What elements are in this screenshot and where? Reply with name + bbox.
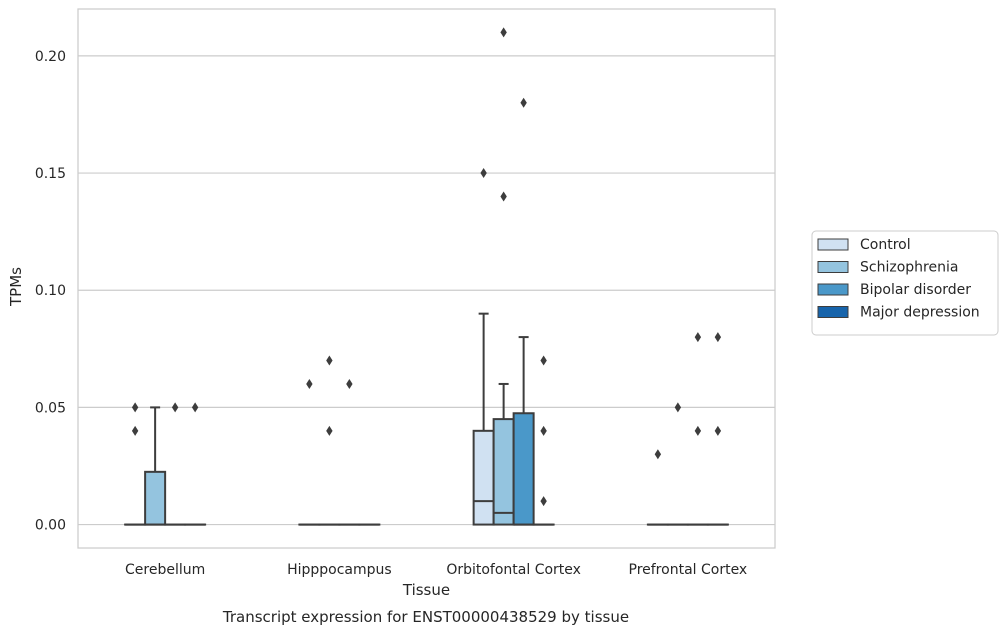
outlier-point: [654, 449, 662, 460]
chart-caption: Transcript expression for ENST0000043852…: [222, 608, 629, 626]
legend-swatch: [817, 283, 849, 296]
box-body: [472, 429, 495, 526]
y-axis-label: TPMs: [7, 267, 25, 307]
legend-label: Schizophrenia: [860, 260, 958, 276]
x-axis-label: Tissue: [402, 581, 450, 599]
outlier-point: [346, 378, 353, 389]
y-tick-label: 0.15: [35, 166, 66, 182]
legend-swatch: [817, 306, 849, 318]
legend-frame: [811, 230, 999, 336]
outlier-point: [191, 402, 199, 413]
legend-swatch: [817, 261, 849, 273]
y-tick-label: 0.20: [35, 49, 66, 65]
outlier-point: [714, 332, 722, 343]
outlier-point: [500, 27, 507, 38]
x-tick-labels: Cerebellum Hipppocampus Orbitofontal Corte…: [125, 562, 747, 578]
outlier-point: [540, 425, 547, 436]
x-tick-label: Cerebellum: [125, 562, 205, 578]
plot-frame: [77, 8, 776, 549]
y-tick-label: 0.00: [35, 518, 66, 534]
box-0-3: [184, 402, 207, 526]
legend-label: Bipolar disorder: [860, 282, 971, 298]
box-3-1: [666, 402, 689, 526]
legend: Control Schizophrenia Bipolar disorder Majo…: [811, 230, 999, 336]
outlier-point: [540, 355, 547, 366]
x-tick-label: Hipppocampus: [287, 562, 392, 578]
box-2-2: [512, 97, 535, 526]
outlier-point: [131, 402, 139, 413]
outlier-point: [694, 425, 702, 436]
outlier-point: [714, 425, 722, 436]
box-body: [144, 470, 167, 526]
box-1-1: [318, 355, 341, 526]
x-tick-label: Prefrontal Cortex: [629, 562, 748, 578]
plot-area: [78, 9, 775, 548]
legend-label: Major depression: [860, 305, 980, 321]
x-tick-label: Orbitofontal Cortex: [446, 562, 581, 578]
box-3-3: [706, 332, 729, 526]
outlier-point: [306, 378, 313, 389]
y-tick-label: 0.05: [35, 400, 66, 416]
box-1-0: [298, 378, 321, 526]
outlier-point: [500, 191, 507, 202]
outlier-point: [171, 402, 179, 413]
box-2-3: [532, 355, 555, 526]
outlier-point: [326, 425, 333, 436]
outlier-point: [674, 402, 682, 413]
outlier-point: [480, 168, 487, 179]
box-groups: [124, 27, 729, 526]
box-body: [512, 412, 535, 526]
box-0-1: [144, 406, 167, 526]
outlier-point: [326, 355, 333, 366]
y-tick-label: 0.10: [35, 283, 66, 299]
outlier-point: [131, 425, 139, 436]
legend-swatch: [817, 238, 849, 251]
box-body: [492, 418, 515, 526]
outlier-point: [520, 97, 527, 108]
y-tick-labels: 0.00 0.05 0.10 0.15 0.20: [35, 49, 66, 534]
legend-label: Control: [860, 237, 911, 253]
outlier-point: [540, 496, 547, 507]
outlier-point: [694, 332, 702, 343]
